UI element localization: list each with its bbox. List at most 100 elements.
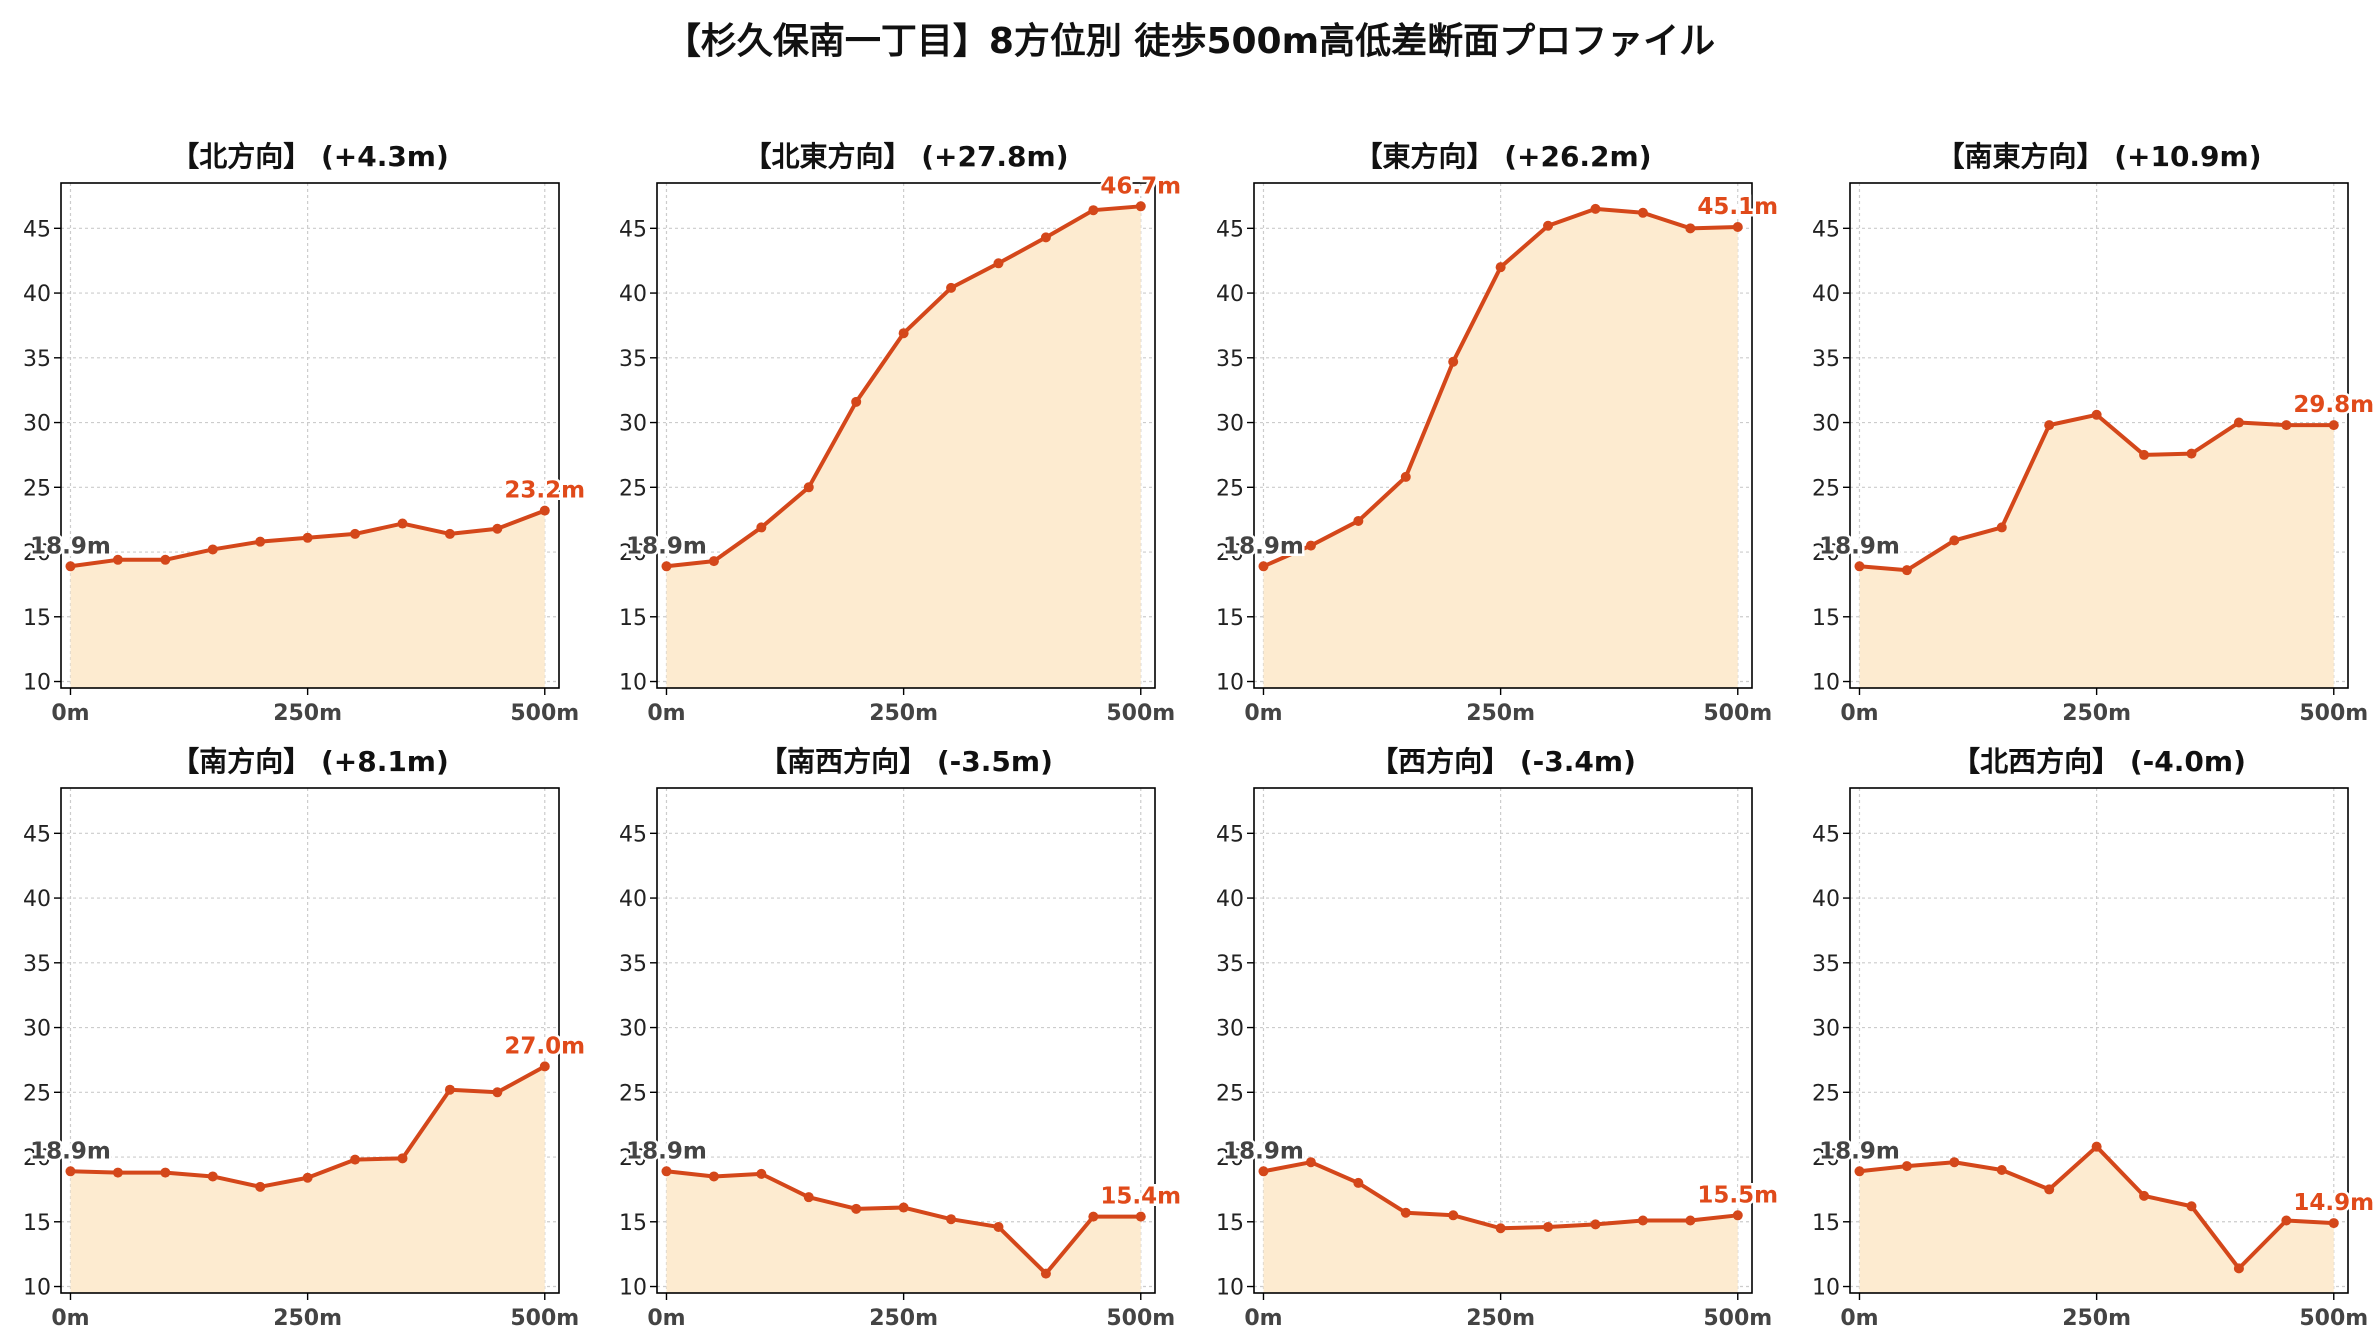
- data-point: [255, 536, 266, 547]
- data-point: [661, 1166, 672, 1177]
- y-tick-label: 10: [23, 1276, 51, 1301]
- data-point: [2281, 420, 2292, 431]
- data-point: [2091, 1141, 2102, 1152]
- y-tick-label: 40: [1216, 282, 1244, 307]
- panel-southwest: 【南西方向】 (-3.5m) 10 15 20 25 30 35 40 45 0m 250m 500m…: [619, 745, 1184, 1331]
- x-tick-label: 250m: [273, 701, 342, 726]
- data-point: [756, 522, 767, 533]
- data-point: [160, 554, 171, 565]
- data-point: [1996, 522, 2007, 533]
- panel-southeast: 【南東方向】 (+10.9m) 10 15 20 25 30 35 40 45 0m 250m 500…: [1812, 140, 2377, 726]
- x-tick-label: 0m: [1840, 701, 1878, 726]
- y-tick-label: 25: [1812, 476, 1840, 501]
- y-tick-label: 45: [23, 217, 51, 242]
- y-tick-label: 15: [23, 606, 51, 631]
- y-tick-label: 10: [1812, 1276, 1840, 1301]
- data-point: [1258, 1166, 1269, 1177]
- y-tick-label: 35: [23, 347, 51, 372]
- y-tick-label: 10: [1812, 671, 1840, 696]
- data-point: [1949, 1157, 1960, 1168]
- y-tick-label: 45: [1216, 217, 1244, 242]
- data-point: [708, 556, 719, 567]
- plot-frame: [656, 182, 1156, 689]
- panel-title-north: 【北方向】 (+4.3m): [171, 140, 449, 173]
- data-point: [1040, 1268, 1051, 1279]
- panel-title-southwest: 【南西方向】 (-3.5m): [759, 745, 1053, 778]
- data-point: [851, 396, 862, 407]
- x-tick-label: 0m: [1244, 701, 1282, 726]
- data-point: [1135, 1211, 1146, 1222]
- data-point: [2186, 448, 2197, 459]
- y-tick-label: 20: [23, 541, 51, 566]
- end-label: 29.8m: [2293, 392, 2374, 418]
- x-tick-label: 250m: [273, 1306, 342, 1331]
- data-point: [2091, 409, 2102, 420]
- y-tick-label: 10: [23, 671, 51, 696]
- data-point: [1732, 1210, 1743, 1221]
- y-tick-label: 15: [619, 606, 647, 631]
- x-tick-label: 250m: [1466, 1306, 1535, 1331]
- y-tick-label: 30: [1812, 1017, 1840, 1042]
- y-tick-label: 25: [23, 476, 51, 501]
- y-tick-label: 30: [23, 412, 51, 437]
- data-point: [993, 258, 1004, 269]
- data-point: [492, 1087, 503, 1098]
- x-tick-label: 500m: [1106, 701, 1175, 726]
- panel-title-west: 【西方向】 (-3.4m): [1370, 745, 1636, 778]
- y-tick-label: 40: [23, 282, 51, 307]
- panel-east: 【東方向】 (+26.2m) 10 15 20 25 30 35 40 45 0m 250m 500m…: [1216, 140, 1781, 726]
- data-point: [65, 561, 76, 572]
- plot-frame: [1849, 182, 2349, 689]
- data-point: [993, 1221, 1004, 1232]
- y-tick-label: 15: [1812, 1211, 1840, 1236]
- y-tick-label: 35: [23, 952, 51, 977]
- x-tick-label: 250m: [2062, 701, 2131, 726]
- y-tick-label: 30: [619, 412, 647, 437]
- panel-title-northeast: 【北東方向】 (+27.8m): [743, 140, 1068, 173]
- data-point: [255, 1181, 266, 1192]
- y-tick-label: 15: [1216, 1211, 1244, 1236]
- y-tick-label: 45: [619, 217, 647, 242]
- data-point: [2186, 1201, 2197, 1212]
- data-point: [1901, 565, 1912, 576]
- data-point: [2281, 1215, 2292, 1226]
- data-point: [112, 1167, 123, 1178]
- x-tick-label: 0m: [1244, 1306, 1282, 1331]
- data-point: [1732, 222, 1743, 233]
- y-tick-label: 35: [619, 347, 647, 372]
- start-label: 18.9m: [1819, 1138, 1900, 1164]
- end-label: 23.2m: [504, 478, 585, 504]
- area-fill: [1859, 1146, 2334, 1293]
- data-point: [1258, 561, 1269, 572]
- x-tick-label: 500m: [510, 701, 579, 726]
- y-tick-label: 35: [1216, 952, 1244, 977]
- y-tick-label: 15: [619, 1211, 647, 1236]
- panel-title-south: 【南方向】 (+8.1m): [171, 745, 449, 778]
- y-tick-label: 40: [1216, 887, 1244, 912]
- data-point: [2328, 1218, 2339, 1229]
- x-tick-label: 500m: [510, 1306, 579, 1331]
- data-point: [1353, 515, 1364, 526]
- data-point: [397, 1153, 408, 1164]
- end-label: 46.7m: [1100, 173, 1181, 199]
- data-point: [1088, 1211, 1099, 1222]
- data-point: [1685, 223, 1696, 234]
- data-point: [1495, 262, 1506, 273]
- y-tick-label: 10: [1216, 671, 1244, 696]
- data-point: [1353, 1177, 1364, 1188]
- start-label: 18.9m: [30, 533, 111, 559]
- plot-frame: [1253, 787, 1753, 1294]
- y-tick-label: 45: [1812, 822, 1840, 847]
- data-point: [898, 328, 909, 339]
- y-tick-label: 25: [1216, 1081, 1244, 1106]
- data-point: [2233, 1263, 2244, 1274]
- x-tick-label: 0m: [51, 701, 89, 726]
- y-tick-label: 30: [1216, 412, 1244, 437]
- data-point: [1448, 1210, 1459, 1221]
- y-tick-label: 40: [619, 887, 647, 912]
- x-tick-label: 0m: [51, 1306, 89, 1331]
- y-tick-label: 35: [1812, 347, 1840, 372]
- start-label: 18.9m: [626, 1138, 707, 1164]
- data-point: [207, 1171, 218, 1182]
